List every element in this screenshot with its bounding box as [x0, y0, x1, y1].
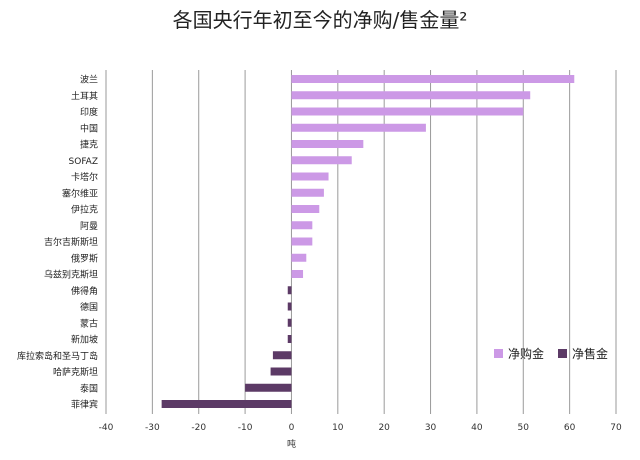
- category-label: 库拉索岛和圣马丁岛: [17, 350, 98, 362]
- bar: [291, 253, 307, 262]
- bar: [272, 351, 292, 360]
- category-label: 阿曼: [80, 221, 98, 232]
- bar: [291, 270, 304, 278]
- category-label: 捷克: [80, 139, 98, 151]
- bar: [291, 75, 575, 83]
- x-tick-label: 0: [289, 423, 295, 433]
- category-label: 波兰: [80, 74, 98, 86]
- bar: [245, 383, 292, 392]
- bar: [291, 107, 524, 116]
- x-tick-label: 40: [471, 423, 483, 433]
- category-label: 土耳其: [71, 90, 98, 102]
- legend-label: 净购金: [508, 346, 544, 361]
- category-label: 德国: [80, 301, 98, 313]
- bar: [291, 123, 426, 132]
- bar: [291, 140, 364, 148]
- category-label: 哈萨克斯坦: [53, 366, 98, 378]
- x-tick-label: 50: [518, 423, 530, 433]
- x-tick-label: 30: [425, 423, 437, 433]
- bar: [291, 172, 329, 181]
- category-label: 塞尔维亚: [62, 187, 98, 199]
- category-label: 卡塔尔: [71, 171, 98, 183]
- bar: [291, 156, 352, 165]
- category-label: 中国: [80, 122, 98, 134]
- x-tick-label: -40: [99, 423, 114, 433]
- x-tick-label: 20: [378, 423, 390, 433]
- bar: [291, 205, 320, 213]
- category-label: 泰国: [80, 382, 98, 394]
- category-label: 乌兹别克斯坦: [44, 269, 98, 281]
- x-tick-label: -30: [145, 423, 160, 433]
- category-label: 俄罗斯: [71, 252, 98, 264]
- legend-swatch: [494, 349, 503, 358]
- category-label: 吉尔吉斯斯坦: [44, 236, 98, 248]
- category-label: 新加坡: [71, 334, 98, 346]
- bar: [287, 286, 292, 295]
- bar: [161, 400, 292, 408]
- bar: [287, 335, 292, 343]
- bar: [270, 367, 292, 376]
- legend-label: 净售金: [572, 346, 608, 361]
- category-label: 佛得角: [71, 285, 98, 297]
- x-tick-label: -10: [238, 423, 253, 433]
- bar: [287, 302, 292, 311]
- category-label: SOFAZ: [69, 157, 98, 167]
- x-tick-label: 70: [610, 423, 622, 433]
- bar: [291, 188, 324, 197]
- category-label: 蒙古: [80, 317, 98, 329]
- bar: [291, 91, 531, 100]
- x-tick-label: -20: [191, 423, 206, 433]
- legend-swatch: [558, 349, 567, 358]
- bar: [291, 237, 313, 246]
- bar: [287, 318, 292, 327]
- x-axis-label: 吨: [287, 438, 296, 450]
- category-label: 菲律宾: [71, 399, 98, 411]
- category-label: 伊拉克: [71, 204, 98, 216]
- bar: [291, 221, 313, 230]
- x-tick-label: 10: [332, 423, 344, 433]
- category-label: 印度: [80, 106, 98, 118]
- chart-title: 各国央行年初至今的净购/售金量²: [172, 8, 468, 32]
- x-tick-label: 60: [564, 423, 576, 433]
